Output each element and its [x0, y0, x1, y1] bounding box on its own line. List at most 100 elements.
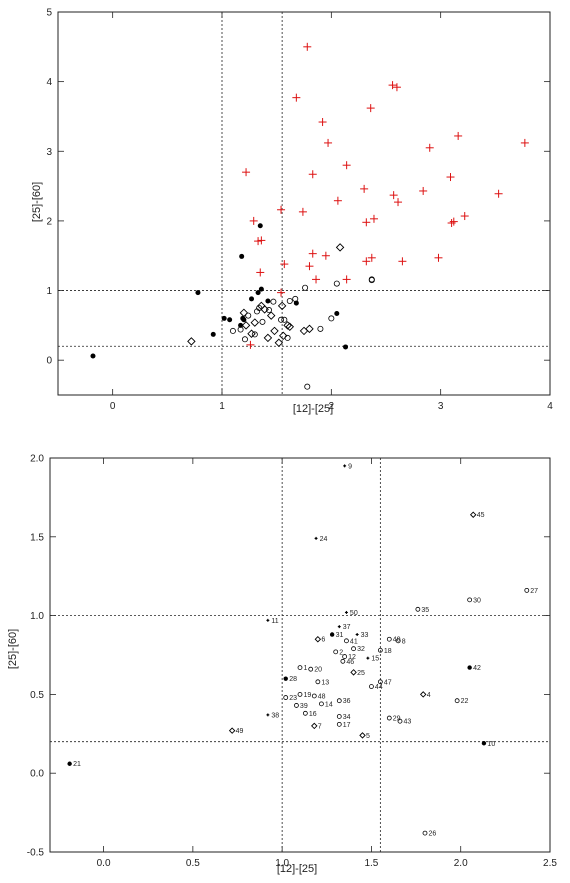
- bottom-point-label-44: 44: [375, 684, 383, 691]
- top-point-circle-open: [256, 304, 263, 311]
- top-point-circle-open: [286, 297, 293, 304]
- top-y-tick-label: 4: [46, 77, 52, 88]
- top-y-axis-label: [25]-[60]: [31, 182, 43, 222]
- bottom-x-tick-label: 0.0: [97, 858, 111, 869]
- bottom-point-label-8: 8: [402, 638, 406, 645]
- top-point-plus-red: [520, 138, 529, 147]
- bottom-point-48: [311, 693, 317, 699]
- bottom-point-label-25: 25: [357, 670, 365, 677]
- top-point-circle-open: [304, 383, 311, 390]
- bottom-point-label-50: 50: [350, 610, 358, 617]
- top-point-dot-black: [334, 311, 340, 317]
- bottom-point-label-39: 39: [300, 703, 308, 710]
- bottom-axis-frame: [49, 457, 551, 853]
- bottom-point-10: [481, 741, 487, 746]
- bottom-point-35: [415, 606, 421, 612]
- bottom-point-25: [350, 669, 357, 676]
- bottom-point-42: [467, 665, 472, 670]
- top-point-plus-red: [398, 257, 407, 266]
- bottom-x-tick-label: 0.5: [186, 858, 200, 869]
- bottom-point-label-7: 7: [318, 723, 322, 730]
- bottom-point-label-19: 19: [304, 692, 312, 699]
- bottom-point-label-15: 15: [371, 656, 379, 663]
- bottom-y-tick-label: 1.0: [30, 611, 44, 622]
- top-y-tick-label: 3: [46, 147, 52, 158]
- bottom-point-33: [355, 633, 359, 637]
- bottom-point-label-36: 36: [343, 698, 351, 705]
- bottom-point-14: [319, 701, 324, 707]
- top-point-plus-red: [494, 189, 503, 198]
- bottom-point-24: [314, 536, 318, 540]
- top-point-plus-red: [292, 93, 301, 102]
- bottom-point-label-47: 47: [384, 679, 392, 686]
- top-point-circle-open: [317, 325, 324, 332]
- bottom-point-41: [344, 638, 349, 644]
- bottom-point-label-22: 22: [461, 698, 469, 705]
- top-point-dot-black: [343, 344, 349, 350]
- bottom-reference-lines: [50, 458, 550, 852]
- top-point-dot-black: [265, 298, 271, 304]
- top-point-circle-open: [229, 327, 236, 334]
- bottom-point-40: [386, 636, 392, 642]
- bottom-point-21: [67, 761, 72, 766]
- bottom-point-label-17: 17: [343, 722, 351, 729]
- bottom-point-12: [342, 654, 348, 659]
- top-point-dot-black: [221, 315, 227, 321]
- top-point-diamond-open: [277, 301, 287, 311]
- top-point-plus-red: [342, 275, 351, 284]
- bottom-point-label-6: 6: [321, 637, 325, 644]
- top-point-plus-red: [305, 262, 314, 271]
- top-point-plus-red: [366, 104, 375, 113]
- top-point-diamond-open: [187, 337, 196, 346]
- bottom-point-label-40: 40: [393, 637, 401, 644]
- top-point-plus-red: [389, 191, 398, 200]
- bottom-point-label-29: 29: [393, 716, 401, 723]
- bottom-point-49: [228, 727, 236, 734]
- bottom-point-label-46: 46: [346, 659, 354, 666]
- bottom-ticks: 0.0 0.5 1.0 1.5 2.0 2.5 -0.5 0.0 0.5 1.0 1.5 2.0: [27, 454, 558, 870]
- bottom-point-label-20: 20: [314, 667, 322, 674]
- top-y-tick-label: 2: [46, 216, 52, 227]
- top-point-circle-open: [284, 334, 291, 341]
- top-point-plus-red: [394, 198, 403, 207]
- bottom-point-label-9: 9: [348, 463, 352, 470]
- bottom-point-1: [297, 665, 303, 671]
- top-point-circle-open: [237, 326, 244, 333]
- bottom-x-tick-label: 2.0: [454, 858, 468, 869]
- top-point-plus-red: [318, 118, 327, 127]
- top-point-plus-red: [434, 253, 443, 262]
- bottom-point-28: [283, 676, 288, 681]
- top-point-plus-red: [312, 275, 321, 284]
- bottom-point-6: [314, 636, 322, 643]
- bottom-point-22: [454, 698, 460, 704]
- bottom-point-4: [419, 691, 427, 698]
- bottom-point-38: [266, 713, 270, 717]
- bottom-point-label-23: 23: [289, 695, 297, 702]
- bottom-y-tick-label: 2.0: [30, 454, 44, 465]
- top-point-plus-red: [277, 205, 286, 214]
- bottom-point-label-34: 34: [343, 714, 351, 721]
- top-point-diamond-open: [274, 338, 284, 348]
- top-x-tick-label: 2: [329, 401, 335, 412]
- top-point-diamond-open: [285, 322, 295, 331]
- top-point-dot-black: [239, 253, 245, 259]
- top-point-plus-red: [249, 216, 258, 225]
- bottom-point-36: [336, 698, 342, 704]
- top-point-dot-black: [195, 290, 201, 296]
- top-point-plus-red: [280, 260, 289, 269]
- top-point-plus-red: [303, 42, 312, 51]
- bottom-point-16: [302, 710, 308, 716]
- bottom-plot-frame: [49, 457, 551, 853]
- top-point-dot-black: [255, 290, 261, 296]
- bottom-point-label-12: 12: [348, 654, 356, 661]
- bottom-point-label-41: 41: [350, 638, 358, 645]
- bottom-x-tick-label: 2.5: [543, 858, 557, 869]
- top-point-circle-open: [302, 284, 309, 291]
- top-point-diamond-open: [241, 321, 251, 330]
- bottom-point-label-18: 18: [384, 648, 392, 655]
- bottom-point-label-48: 48: [318, 693, 326, 700]
- top-point-circle-open: [368, 277, 375, 284]
- bottom-point-20: [308, 666, 314, 672]
- top-point-plus-red: [460, 212, 469, 221]
- top-point-circle-open: [328, 315, 335, 322]
